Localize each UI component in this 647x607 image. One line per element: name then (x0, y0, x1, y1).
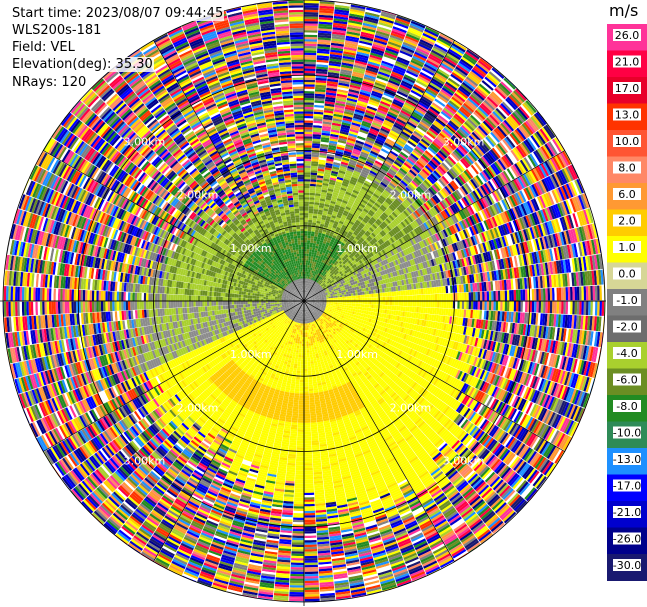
colorbar-tick-label: -10.0 (613, 427, 641, 440)
azimuth-spoke (303, 300, 565, 452)
range-ring-label: 3.00km (443, 135, 485, 148)
colorbar-tick-label: -6.0 (616, 374, 637, 387)
colorbar-tick-bg (613, 82, 641, 94)
colorbar-tick-label: -2.0 (616, 321, 637, 334)
colorbar-tick-bg (613, 320, 641, 333)
colorbar-tick-bg (613, 135, 641, 147)
colorbar-tick-bg (613, 267, 641, 280)
colorbar-tick-bg (613, 294, 641, 306)
colorbar-tick-label: -8.0 (616, 400, 637, 413)
azimuth-spoke (43, 300, 305, 452)
colorbar-tick-label: 6.0 (618, 188, 636, 201)
colorbar-tick-bg (613, 532, 641, 545)
colorbar-tick-label: 10.0 (615, 135, 640, 148)
colorbar-tick-label: -30.0 (613, 559, 641, 572)
range-ring-label: 3.00km (124, 135, 166, 148)
colorbar-tick-bg (613, 214, 641, 227)
colorbar-tick-bg (613, 29, 641, 41)
range-ring-label: 3.00km (124, 455, 166, 468)
range-ring-label: 1.00km (230, 242, 272, 255)
colorbar-tick-label: 13.0 (615, 109, 640, 122)
colorbar-tick-label: -13.0 (613, 453, 641, 466)
colorbar-tick-label: 1.0 (618, 241, 636, 254)
colorbar-tick-label: -17.0 (613, 480, 641, 493)
start-time-label: Start time: 2023/08/07 09:44:45 (11, 6, 225, 21)
range-ring-label: 3.00km (443, 455, 485, 468)
colorbar-tick-bg (613, 426, 641, 439)
range-ring-label: 1.00km (336, 242, 378, 255)
colorbar-tick-label: -4.0 (616, 347, 637, 360)
colorbar-tick-label: -1.0 (616, 294, 637, 307)
colorbar-tick-label: 2.0 (618, 215, 636, 228)
azimuth-spoke (153, 300, 305, 562)
colorbar-tick-bg (613, 559, 641, 571)
colorbar-tick-bg (613, 161, 641, 174)
elevation-label: Elevation(deg): 35.30 (11, 57, 154, 72)
colorbar-tick-label: 0.0 (618, 268, 636, 281)
colorbar-tick-label: 17.0 (615, 82, 640, 95)
field-label: Field: VEL (11, 40, 76, 55)
azimuth-spoke (303, 300, 455, 562)
range-labels: 1.00km 1.00km 1.00km 1.00km 2.00km 2.00km 2.00… (124, 135, 485, 467)
colorbar-tick-label: -26.0 (613, 533, 641, 546)
polar-grid (0, 0, 606, 606)
colorbar-unit: m/s (609, 1, 638, 20)
colorbar-tick-label: -21.0 (613, 506, 641, 519)
colorbar-tick-bg (613, 241, 641, 253)
range-ring-label: 2.00km (390, 189, 432, 202)
colorbar-tick-label: 8.0 (618, 162, 636, 175)
azimuth-spoke (303, 150, 565, 302)
colorbar-tick-bg (613, 453, 641, 465)
colorbar-tick-label: 26.0 (615, 29, 640, 42)
azimuth-spoke (43, 150, 305, 302)
colorbar-tick-bg (613, 347, 641, 359)
colorbar-tick-bg (613, 188, 641, 200)
colorbar: 26.0 21.0 17.0 13.0 10.0 8.0 6.0 2.0 1.0 0.0 -1.0 -… (607, 24, 647, 581)
colorbar-tick-bg (613, 373, 641, 386)
range-ring-label: 2.00km (177, 401, 219, 414)
colorbar-tick-bg (613, 108, 641, 121)
colorbar-tick-label: 21.0 (615, 56, 640, 69)
nrays-label: NRays: 120 (11, 75, 88, 90)
velocity-cells (3, 0, 605, 602)
colorbar-tick-bg (613, 55, 641, 68)
colorbar-tick-bg (613, 479, 641, 492)
instrument-label: WLS200s-181 (11, 23, 103, 38)
range-ring-label: 2.00km (177, 189, 219, 202)
range-ring-label: 1.00km (230, 348, 272, 361)
colorbar-tick-bg (613, 400, 641, 412)
colorbar-tick-bg (613, 506, 641, 518)
azimuth-spoke (153, 40, 305, 302)
azimuth-spoke (303, 40, 455, 302)
range-ring-label: 2.00km (390, 401, 432, 414)
range-ring-label: 1.00km (336, 348, 378, 361)
